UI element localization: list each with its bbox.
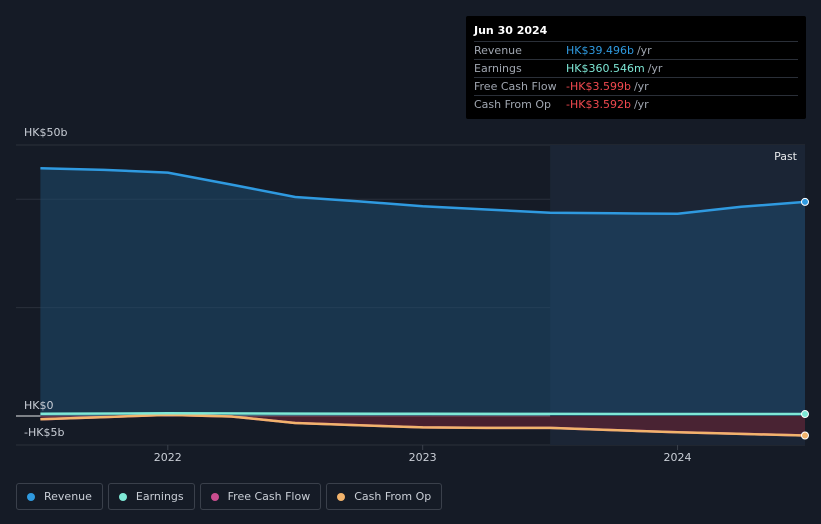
tooltip-date: Jun 30 2024 — [474, 24, 548, 37]
tooltip-value: -HK$3.599b — [566, 80, 631, 93]
tooltip: Jun 30 2024 Revenue HK$39.496b /yr Earni… — [466, 16, 806, 119]
y-axis-zero-label: HK$0 — [24, 399, 53, 412]
end-point-cash-from-op — [801, 431, 809, 440]
y-axis-bottom-label: -HK$5b — [24, 426, 64, 439]
x-tick-label: 2024 — [664, 451, 692, 464]
legend-dot-icon — [27, 492, 35, 501]
legend-item-cash-from-op[interactable]: Cash From Op — [326, 483, 443, 510]
tooltip-label: Earnings — [474, 62, 522, 75]
tooltip-row-revenue: Revenue HK$39.496b /yr — [474, 41, 798, 59]
legend-label: Earnings — [135, 490, 184, 503]
tooltip-value: -HK$3.592b — [566, 98, 631, 111]
end-point-earnings — [801, 410, 809, 419]
tooltip-label: Revenue — [474, 44, 522, 57]
free-cash-flow-area — [40, 414, 806, 436]
tooltip-label: Free Cash Flow — [474, 80, 557, 93]
tooltip-unit: /yr — [647, 62, 663, 75]
legend-item-revenue[interactable]: Revenue — [16, 483, 103, 510]
legend-label: Cash From Op — [354, 490, 432, 503]
axis-labels: HK$50b HK$0 -HK$5b Past 2022 2023 2024 — [24, 126, 798, 464]
end-point-revenue — [801, 197, 809, 206]
legend: Revenue Earnings Free Cash Flow Cash Fro… — [16, 483, 443, 510]
revenue-area — [40, 168, 806, 416]
tooltip-row-free-cash-flow: Free Cash Flow -HK$3.599b /yr — [474, 77, 798, 95]
legend-item-free-cash-flow[interactable]: Free Cash Flow — [199, 483, 322, 510]
legend-label: Free Cash Flow — [227, 490, 311, 503]
y-axis-top-label: HK$50b — [24, 126, 67, 139]
legend-dot-icon — [210, 492, 219, 501]
line-revenue — [40, 167, 806, 216]
legend-dot-icon — [337, 492, 346, 501]
tooltip-row-earnings: Earnings HK$360.546m /yr — [474, 59, 798, 77]
line-cash-from-op — [40, 413, 806, 437]
past-label: Past — [774, 150, 798, 163]
legend-dot-icon — [118, 492, 127, 501]
tooltip-value: HK$360.546m — [566, 62, 645, 75]
tooltip-label: Cash From Op — [474, 98, 552, 111]
series-lines — [40, 167, 806, 437]
tooltip-row-cash-from-op: Cash From Op -HK$3.592b /yr — [474, 95, 798, 113]
series-end-points — [801, 197, 809, 440]
legend-item-earnings[interactable]: Earnings — [107, 483, 195, 510]
series-areas — [40, 168, 806, 436]
tooltip-unit: /yr — [633, 80, 649, 93]
line-earnings — [40, 412, 805, 416]
x-tick-label: 2023 — [409, 451, 437, 464]
tooltip-value: HK$39.496b — [566, 44, 634, 57]
tooltip-unit: /yr — [636, 44, 652, 57]
x-tick-label: 2022 — [154, 451, 182, 464]
legend-label: Revenue — [44, 490, 92, 503]
tooltip-unit: /yr — [633, 98, 649, 111]
